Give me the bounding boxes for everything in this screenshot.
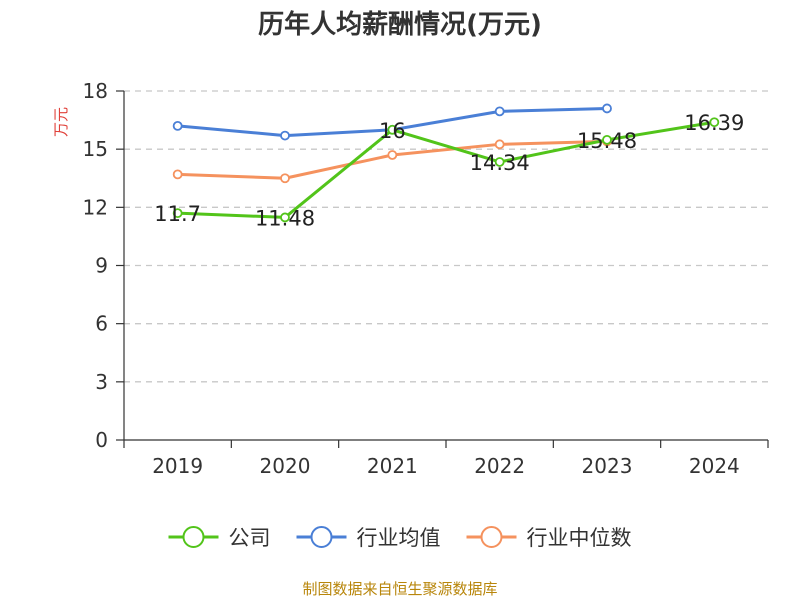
axes: 0 3 6 9 12 15 18 2019 2020 2021 2022 2023 2024 (83, 79, 769, 478)
y-tick-label: 3 (95, 370, 108, 394)
legend-label: 行业中位数 (527, 526, 632, 550)
legend-label: 公司 (229, 526, 271, 550)
x-tick-label: 2020 (260, 454, 311, 478)
legend-swatch-marker (480, 526, 503, 548)
legend-swatch-marker (310, 526, 333, 548)
data-label: 16.39 (684, 111, 744, 135)
y-tick-label: 18 (83, 79, 108, 103)
data-point[interactable] (172, 208, 183, 219)
x-tick-label: 2024 (689, 454, 740, 478)
legend-item-2[interactable]: 行业中位数 (466, 526, 632, 550)
data-point[interactable] (602, 103, 612, 114)
data-point[interactable] (172, 121, 183, 131)
data-point[interactable] (280, 130, 290, 141)
data-point[interactable] (172, 169, 183, 180)
y-tick-label: 6 (95, 312, 108, 336)
data-point[interactable] (494, 157, 505, 167)
source-note: 制图数据来自恒生聚源数据库 (302, 580, 497, 598)
y-axis-label: 万元 (52, 107, 70, 137)
data-point[interactable] (602, 134, 612, 145)
data-label: 15.48 (577, 129, 637, 153)
x-tick-label: 2019 (152, 454, 203, 478)
legend-item-1[interactable]: 行业均值 (296, 526, 441, 550)
y-tick-label: 0 (95, 428, 108, 452)
data-point[interactable] (387, 124, 398, 135)
data-labels: 11.7 11.48 16 14.34 15.48 16.39 (154, 111, 744, 230)
legend-swatch-marker (182, 526, 205, 548)
legend-item-0[interactable]: 公司 (168, 526, 271, 550)
data-point[interactable] (494, 106, 505, 117)
data-label: 11.48 (255, 206, 315, 230)
y-tick-label: 12 (83, 195, 108, 219)
legend[interactable]: 公司 行业均值 行业中位数 (168, 526, 632, 550)
x-tick-label: 2022 (474, 454, 525, 478)
y-tick-label: 15 (83, 137, 108, 161)
data-point[interactable] (494, 139, 505, 150)
x-tick-label: 2023 (582, 454, 633, 478)
x-tick-label: 2021 (367, 454, 418, 478)
data-label: 16 (379, 119, 406, 143)
data-point[interactable] (280, 173, 290, 184)
data-point[interactable] (280, 212, 290, 223)
chart-title: 历年人均薪酬情况(万元) (258, 9, 542, 40)
series-line-0 (177, 120, 715, 219)
data-point[interactable] (387, 150, 398, 160)
series-lines (172, 103, 720, 223)
grid-lines (124, 90, 768, 383)
y-tick-label: 9 (95, 254, 108, 278)
data-label: 11.7 (154, 202, 201, 226)
legend-label: 行业均值 (357, 526, 441, 550)
data-point[interactable] (709, 117, 720, 128)
data-label: 14.34 (470, 151, 530, 175)
